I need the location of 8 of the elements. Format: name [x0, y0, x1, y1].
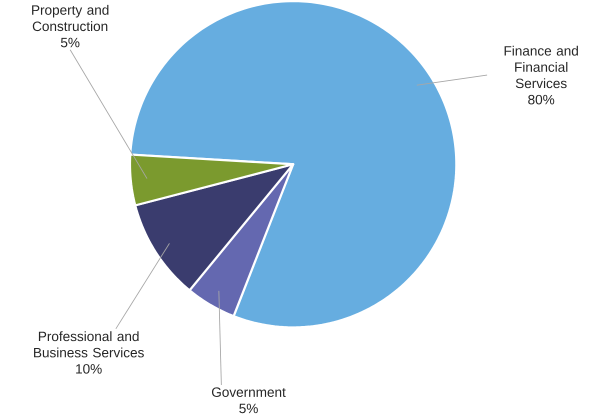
data-label: 10% [76, 364, 102, 374]
slice-label: Finance and Financial Services [504, 46, 578, 88]
data-label: 80% [528, 94, 554, 104]
slice-label: Property and Construction [32, 4, 108, 31]
slice-label: Government [212, 387, 286, 397]
data-label: 5% [60, 38, 80, 48]
data-label: 5% [239, 404, 258, 414]
slice-label: Professional and Business Services [34, 331, 144, 358]
